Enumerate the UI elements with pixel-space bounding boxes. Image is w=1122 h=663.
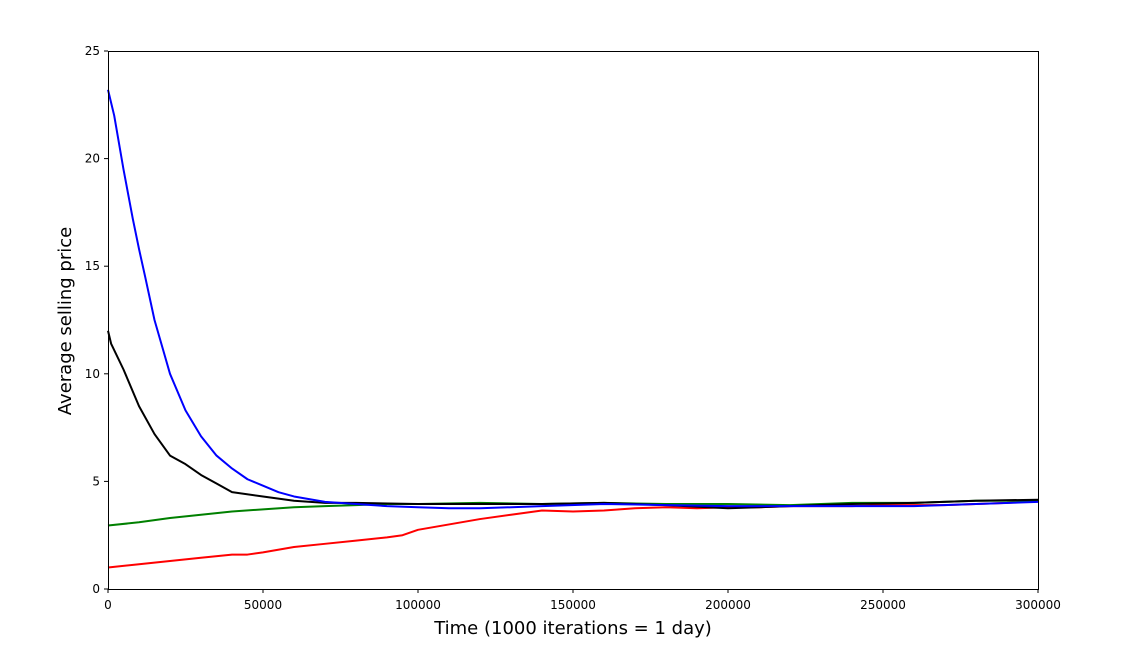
x-tick-label: 200000 — [705, 598, 751, 612]
y-axis-label: Average selling price — [55, 227, 76, 415]
y-tick-label: 5 — [92, 474, 100, 488]
y-tick-label: 25 — [85, 44, 100, 58]
series-layer — [107, 89, 1039, 569]
x-tick-label: 150000 — [550, 598, 596, 612]
series-line-3 — [107, 89, 1039, 510]
y-tick-label: 20 — [85, 152, 100, 166]
x-tick-label: 100000 — [395, 598, 441, 612]
y-tick-label: 0 — [92, 582, 100, 596]
x-tick-label: 0 — [104, 598, 112, 612]
y-tick-label: 15 — [85, 259, 100, 273]
x-axis-label: Time (1000 iterations = 1 day) — [433, 618, 712, 639]
x-tick-label: 250000 — [860, 598, 906, 612]
series-line-2 — [107, 330, 1039, 510]
plot-frame — [108, 51, 1039, 590]
x-axis-ticks: 0 50000 100000 150000 200000 250000 300000 — [104, 589, 1061, 612]
x-tick-label: 300000 — [1015, 598, 1061, 612]
y-axis-ticks: 0 5 10 15 20 25 — [85, 44, 108, 596]
y-tick-label: 10 — [85, 367, 100, 381]
x-tick-label: 50000 — [244, 598, 282, 612]
